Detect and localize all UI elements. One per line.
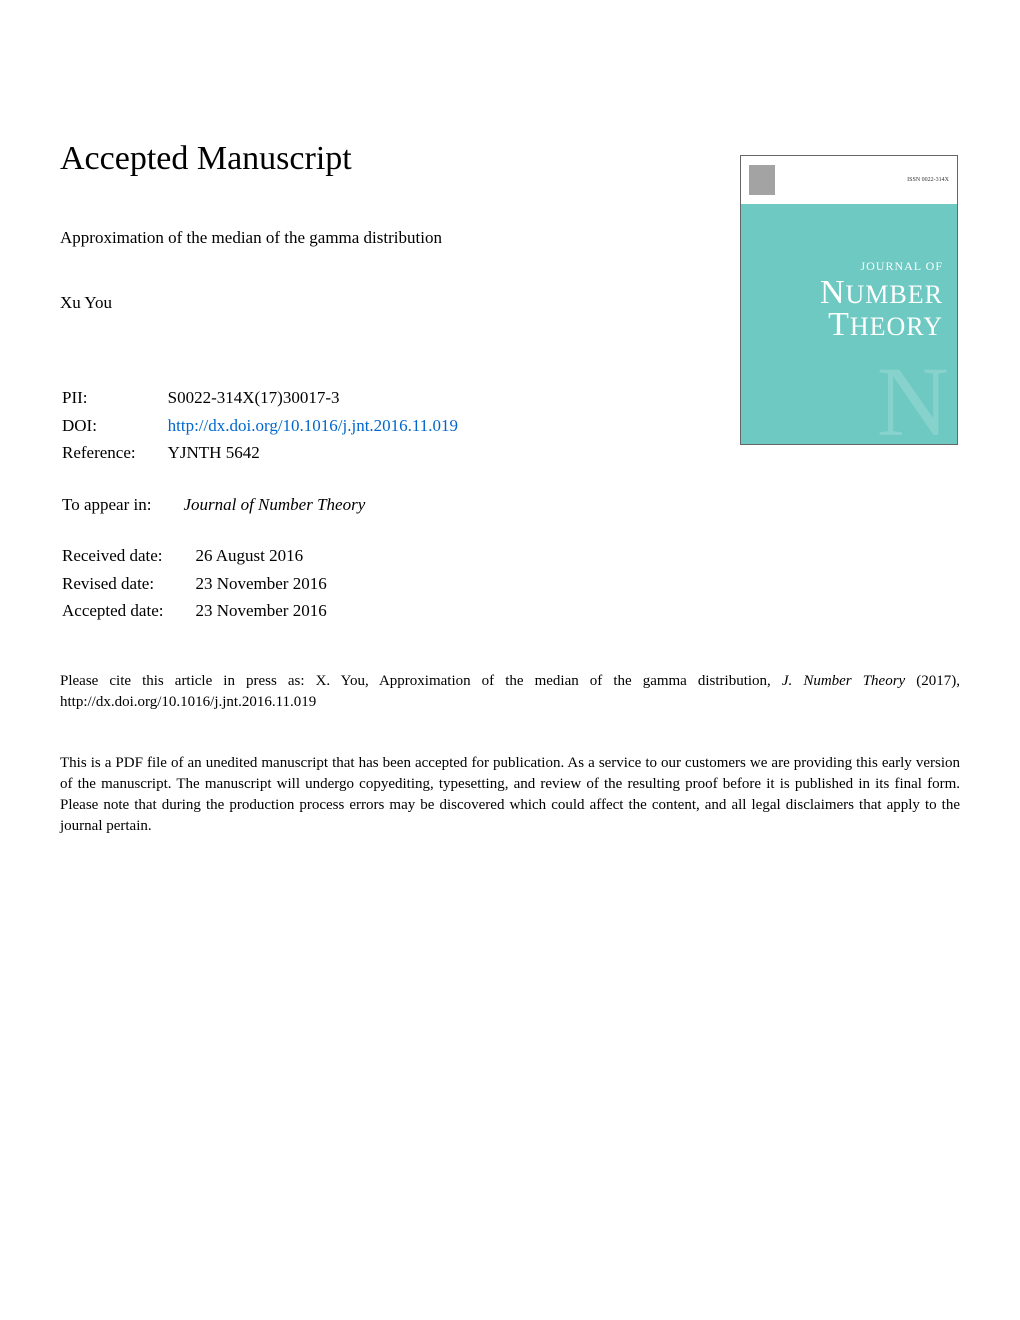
accepted-label: Accepted date: <box>62 598 193 624</box>
accepted-value: 23 November 2016 <box>195 598 326 624</box>
elsevier-logo-icon <box>749 165 775 195</box>
received-label: Received date: <box>62 543 193 569</box>
pii-label: PII: <box>62 385 166 411</box>
doi-label: DOI: <box>62 413 166 439</box>
received-value: 26 August 2016 <box>195 543 326 569</box>
cover-watermark: N <box>877 359 949 444</box>
cover-top-bar: ISSN 0022-314X <box>741 156 957 204</box>
disclaimer-text: This is a PDF file of an unedited manusc… <box>60 753 960 837</box>
cover-journal-name-2: THEORY <box>741 306 943 344</box>
cover-title-area: JOURNAL OF NUMBER THEORY <box>741 204 957 344</box>
appear-label: To appear in: <box>62 492 181 518</box>
cover-issn: ISSN 0022-314X <box>907 177 949 183</box>
citation-text: Please cite this article in press as: X.… <box>60 671 960 713</box>
cover-name1-rest: UMBER <box>846 280 943 309</box>
pii-value: S0022-314X(17)30017-3 <box>168 385 458 411</box>
doi-link[interactable]: http://dx.doi.org/10.1016/j.jnt.2016.11.… <box>168 416 458 435</box>
metadata-block-3: Received date: 26 August 2016 Revised da… <box>60 541 960 626</box>
citation-journal: J. Number Theory <box>782 673 905 689</box>
revised-value: 23 November 2016 <box>195 571 326 597</box>
cover-name2-big: T <box>828 306 850 343</box>
reference-value: YJNTH 5642 <box>168 440 458 466</box>
cover-name2-rest: HEORY <box>850 312 943 341</box>
citation-prefix: Please cite this article in press as: X.… <box>60 673 782 689</box>
journal-cover-image: ISSN 0022-314X JOURNAL OF NUMBER THEORY … <box>740 155 958 445</box>
reference-label: Reference: <box>62 440 166 466</box>
revised-label: Revised date: <box>62 571 193 597</box>
metadata-block-2: To appear in: Journal of Number Theory <box>60 490 960 520</box>
appear-value: Journal of Number Theory <box>183 492 365 518</box>
cover-journal-of: JOURNAL OF <box>741 259 943 274</box>
